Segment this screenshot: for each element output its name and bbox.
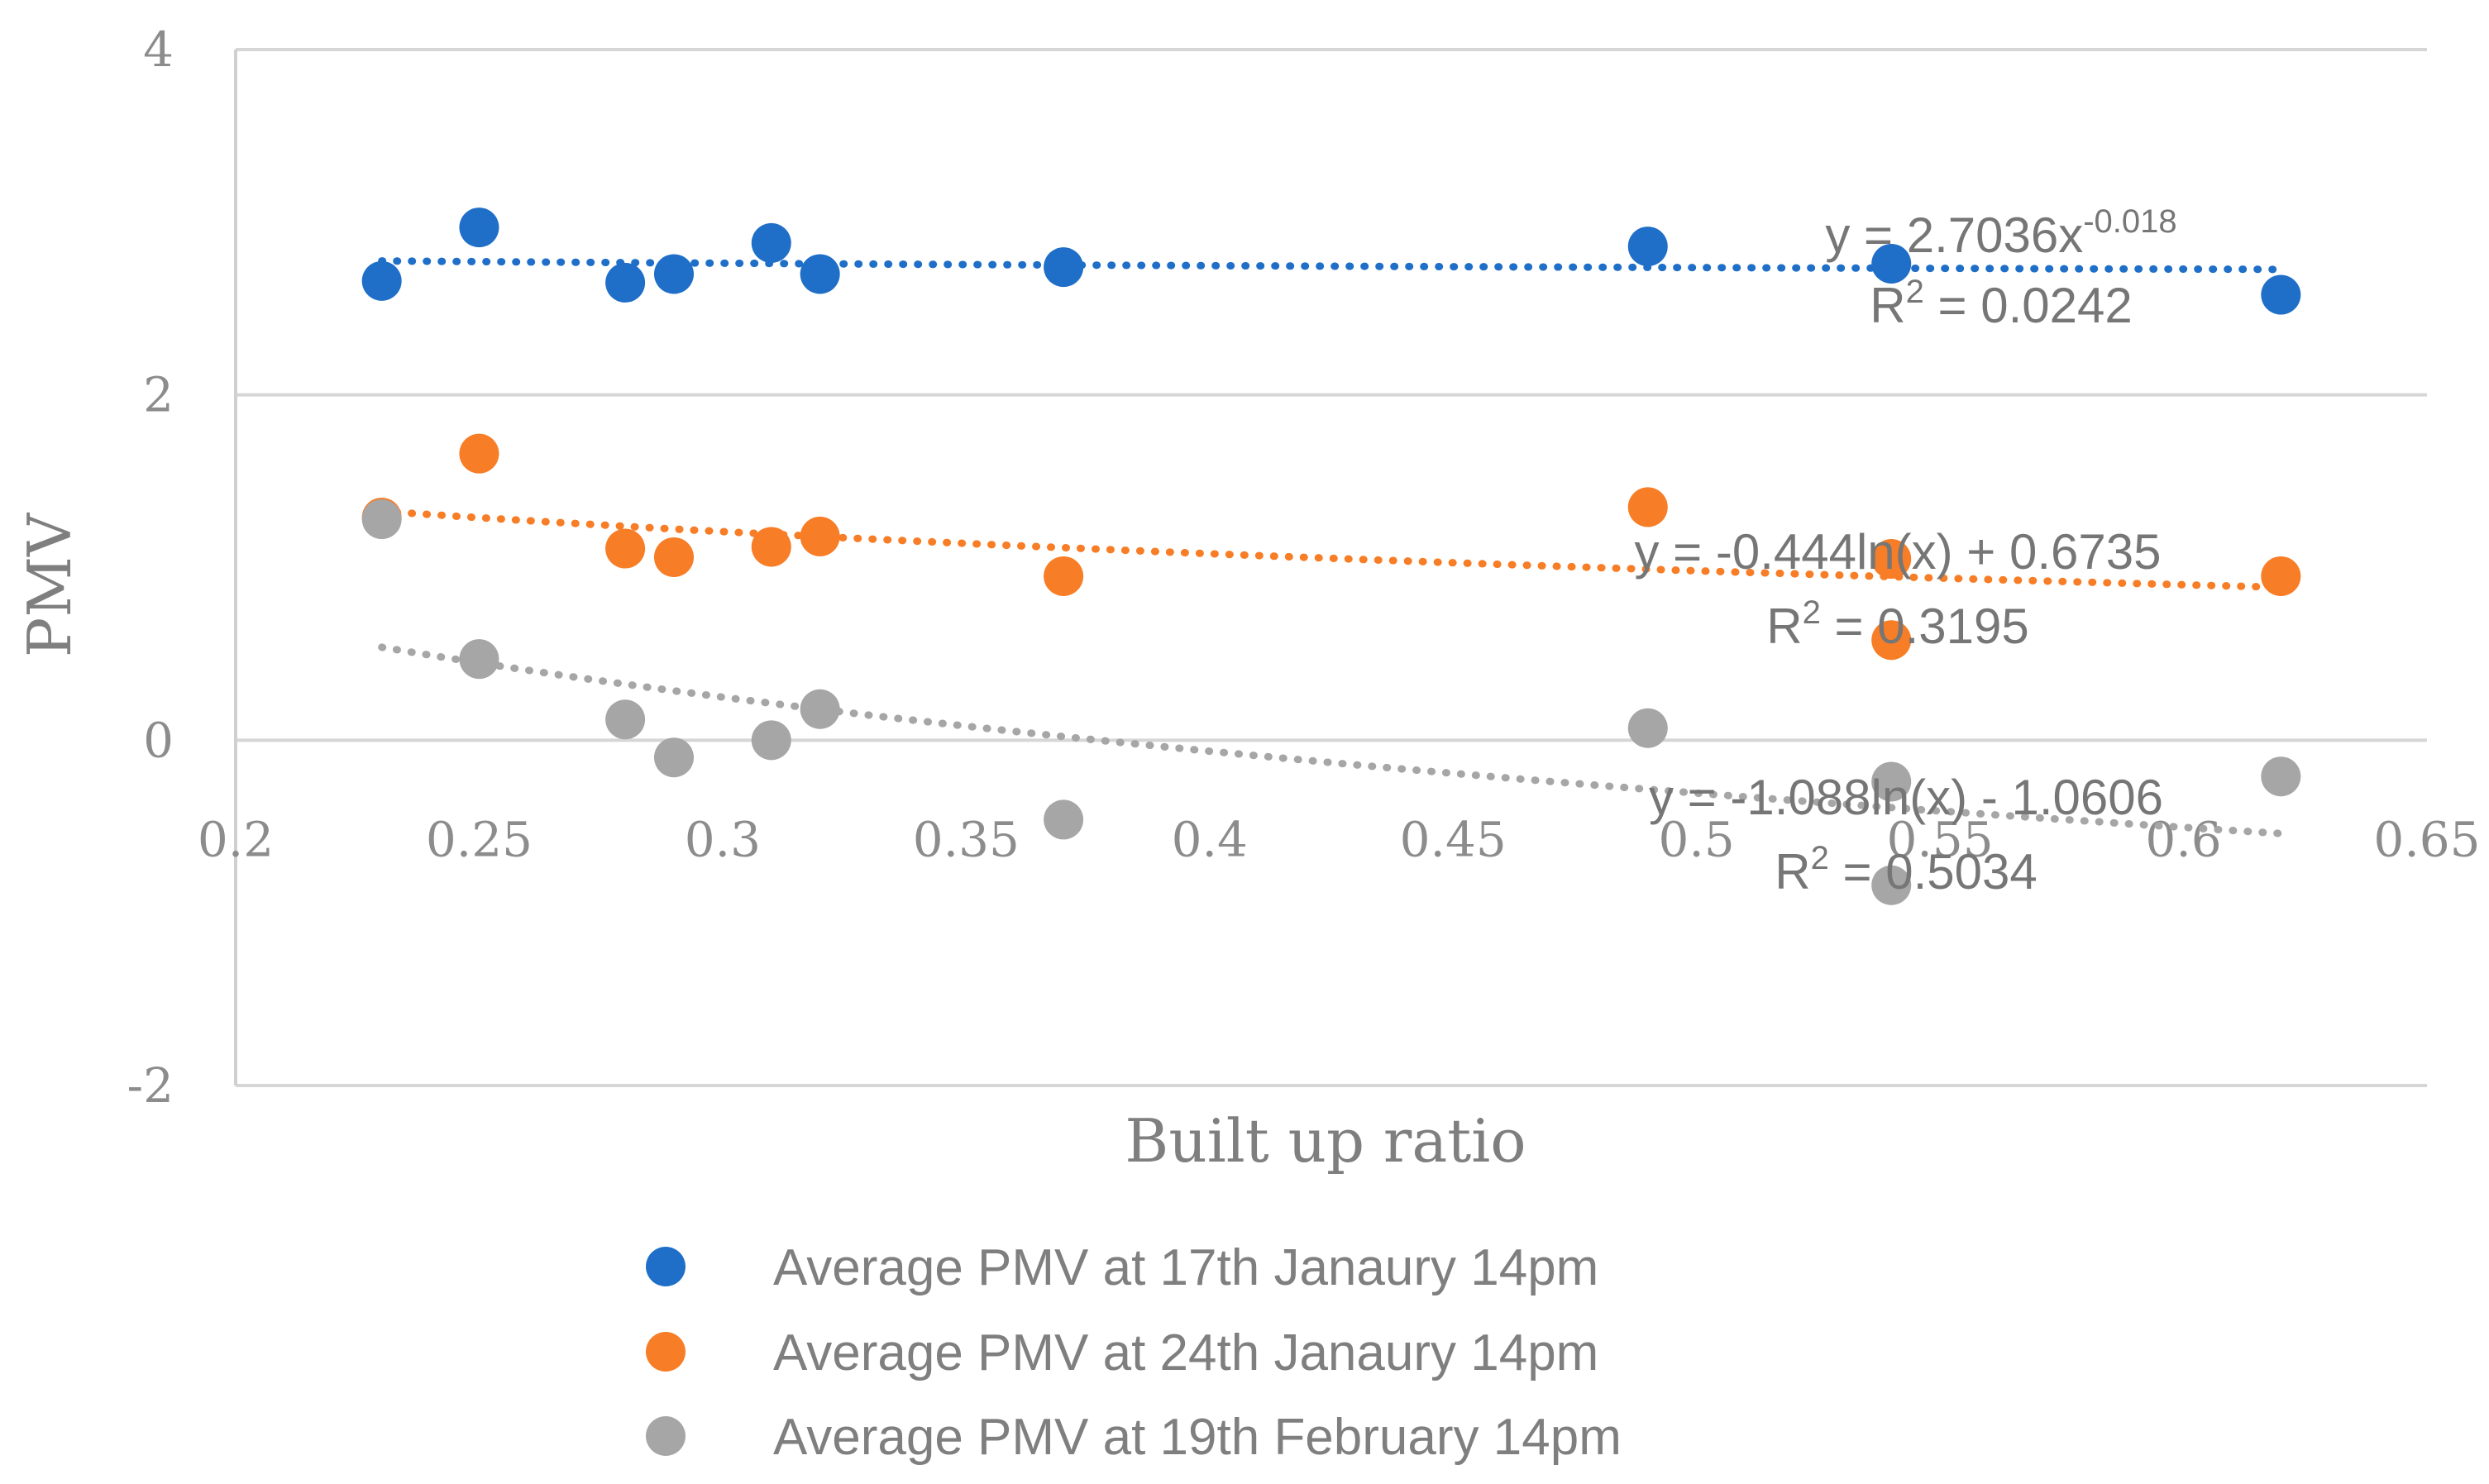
y-tick-label: -2	[127, 1057, 174, 1114]
x-tick-label: 0.65	[2373, 811, 2480, 867]
data-point-series-2	[605, 528, 646, 569]
data-point-series-3	[1871, 761, 1912, 802]
data-point-series-2	[2261, 556, 2301, 596]
data-point-series-3	[1871, 865, 1912, 905]
data-point-series-3	[2261, 756, 2301, 797]
x-tick-label: 0.5	[1659, 811, 1735, 867]
legend-label: Average PMV at 19th February 14pm	[773, 1409, 1622, 1466]
trendlines	[378, 257, 2285, 837]
data-point-series-1	[1871, 243, 1912, 284]
x-tick-labels: 0.2 0.25 0.3 0.35 0.4 0.45 0.5 0.55 0.6 0.65	[198, 811, 2481, 867]
x-tick-label: 0.4	[1172, 811, 1248, 867]
data-point-series-2	[751, 527, 791, 567]
trendline-equations: y = 2.7036x-0.018 R2 = 0.0242 y = -0.444ln…	[1634, 203, 2176, 899]
trendline-series-1	[378, 257, 2285, 274]
legend-item-2: Average PMV at 24th Janaury 14pm	[646, 1324, 1598, 1381]
data-point-series-2	[1871, 620, 1912, 661]
y-tick-label: 2	[143, 367, 174, 423]
data-point-series-3	[605, 699, 646, 740]
x-tick-label: 0.55	[1887, 811, 1994, 867]
data-points	[361, 208, 2301, 905]
data-point-series-1	[751, 222, 791, 263]
data-point-series-3	[1627, 708, 1668, 748]
legend: Average PMV at 17th Janaury 14pm Average …	[646, 1239, 1622, 1466]
data-point-series-2	[1871, 539, 1912, 580]
legend-label: Average PMV at 17th Janaury 14pm	[773, 1239, 1598, 1296]
legend-marker	[646, 1332, 686, 1372]
data-point-series-1	[1044, 247, 1084, 288]
data-point-series-1	[654, 254, 694, 294]
x-tick-label: 0.3	[685, 811, 761, 867]
y-tick-label: 0	[143, 712, 174, 768]
x-tick-label: 0.6	[2145, 811, 2221, 867]
trendline-equation-3: y = -1.088ln(x) - 1.0606	[1649, 770, 2163, 825]
legend-item-1: Average PMV at 17th Janaury 14pm	[646, 1239, 1598, 1296]
trendline-r2-1: R2 = 0.0242	[1870, 274, 2133, 333]
data-point-series-1	[1627, 227, 1668, 267]
x-tick-label: 0.25	[426, 811, 533, 867]
y-tick-labels: 4 2 0 -2	[127, 21, 174, 1114]
data-point-series-1	[2261, 274, 2301, 315]
x-tick-label: 0.35	[913, 811, 1020, 867]
data-point-series-1	[605, 262, 646, 303]
data-point-series-2	[1627, 487, 1668, 527]
trendline-r2-2: R2 = 0.3195	[1766, 594, 2029, 654]
trendline-equation-1: y = 2.7036x-0.018	[1825, 203, 2176, 263]
data-point-series-3	[361, 499, 402, 540]
data-point-series-2	[1044, 556, 1084, 596]
data-point-series-1	[459, 208, 499, 248]
x-tick-label: 0.45	[1400, 811, 1507, 867]
data-point-series-2	[800, 516, 840, 556]
legend-item-3: Average PMV at 19th February 14pm	[646, 1409, 1622, 1466]
data-point-series-3	[654, 737, 694, 778]
legend-marker	[646, 1247, 686, 1286]
gridlines	[236, 48, 2427, 1087]
trendline-equation-2: y = -0.444ln(x) + 0.6735	[1634, 524, 2161, 580]
legend-label: Average PMV at 24th Janaury 14pm	[773, 1324, 1598, 1381]
data-point-series-3	[751, 720, 791, 761]
x-axis-title: Built up ratio	[1125, 1106, 1526, 1176]
data-point-series-2	[459, 433, 499, 474]
y-tick-label: 4	[143, 21, 174, 78]
data-point-series-1	[361, 260, 402, 301]
data-point-series-3	[800, 689, 840, 729]
data-point-series-2	[654, 537, 694, 577]
data-point-series-3	[459, 639, 499, 680]
y-axis-title: PMV	[15, 512, 84, 657]
data-point-series-3	[1044, 799, 1084, 840]
data-point-series-1	[800, 254, 840, 294]
trendline-series-2	[378, 507, 2285, 591]
trendline-r2-3: R2 = 0.5034	[1775, 840, 2038, 899]
x-tick-label: 0.2	[198, 811, 274, 867]
legend-marker	[646, 1416, 686, 1456]
trendline-series-3	[378, 643, 2285, 837]
